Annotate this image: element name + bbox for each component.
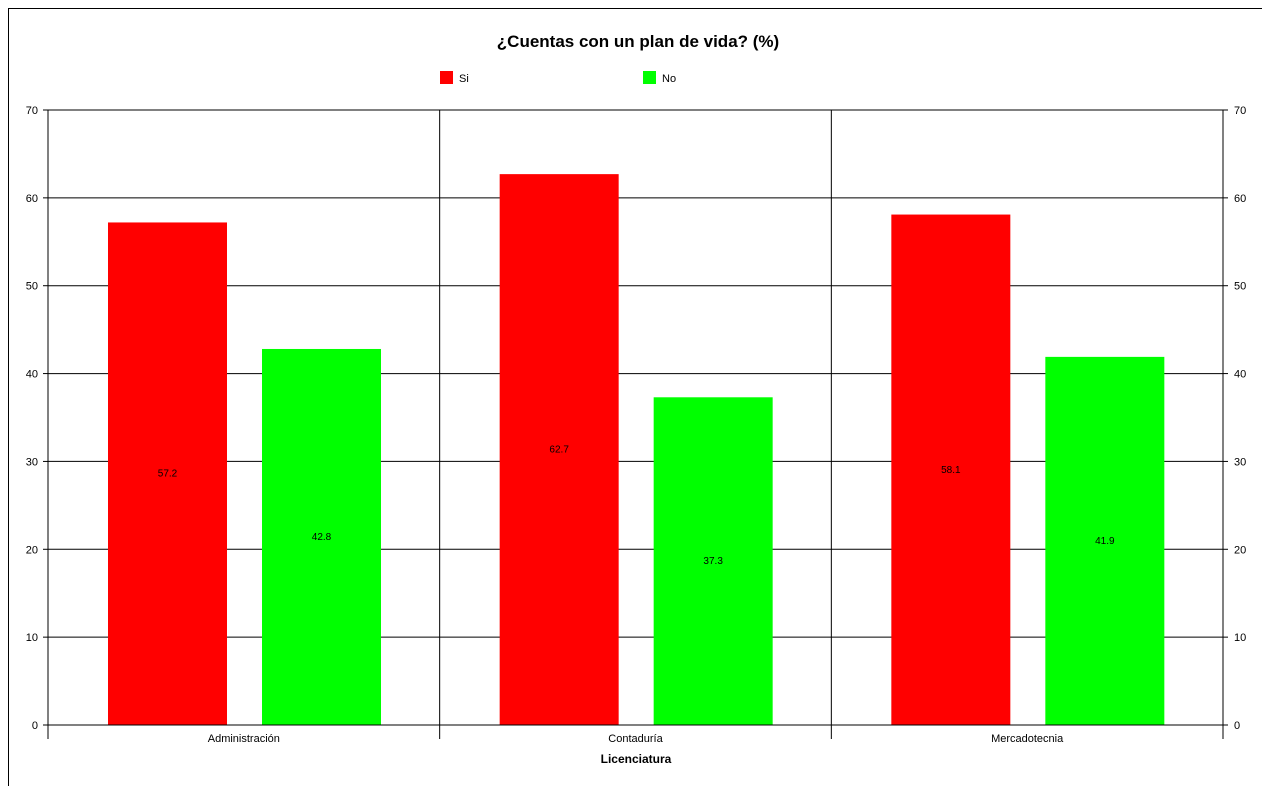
y-tick-label-left: 50: [26, 281, 38, 293]
y-tick-label-right: 70: [1234, 105, 1246, 117]
y-tick-label-right: 20: [1234, 544, 1246, 556]
y-tick-label-left: 40: [26, 369, 38, 381]
bar-si-1: [499, 174, 619, 725]
x-tick-label: Mercadotecnia: [991, 733, 1064, 745]
y-tick-label-right: 0: [1234, 720, 1240, 732]
legend-label-no: No: [662, 73, 676, 85]
y-tick-label-right: 40: [1234, 369, 1246, 381]
data-label-si-1: 62.7: [549, 445, 569, 456]
data-label-no-2: 41.9: [1095, 536, 1115, 547]
y-tick-label-left: 70: [26, 105, 38, 117]
y-tick-label-right: 60: [1234, 193, 1246, 205]
bar-si-2: [891, 214, 1011, 726]
data-label-si-2: 58.1: [941, 465, 961, 476]
legend-swatch-no: [643, 71, 656, 84]
data-label-no-1: 37.3: [703, 556, 723, 567]
y-tick-label-right: 30: [1234, 456, 1246, 468]
y-tick-label-left: 30: [26, 456, 38, 468]
y-axis-right-ticks: 0 10 20 30 40 50 60 70: [1223, 105, 1246, 732]
bar-no-1: [653, 397, 773, 725]
plot-area-border: [47, 109, 1224, 726]
legend: Si No: [440, 71, 676, 85]
x-axis-ticks: Administración Contaduría Mercadotecnia: [47, 725, 1224, 745]
chart-frame: [8, 8, 1262, 786]
y-tick-label-right: 10: [1234, 632, 1246, 644]
y-tick-label-left: 10: [26, 632, 38, 644]
data-labels: 57.2 62.7 58.1 42.8 37.3 41.9: [158, 445, 1115, 568]
y-axis-left-ticks: 0 10 20 30 40 50 60 70: [26, 105, 48, 732]
legend-swatch-si: [440, 71, 453, 84]
bar-no-0: [262, 348, 381, 725]
bars: [108, 174, 1165, 726]
data-label-no-0: 42.8: [312, 532, 332, 543]
y-tick-label-left: 20: [26, 544, 38, 556]
axes: [47, 109, 1224, 726]
x-tick-label: Contaduría: [608, 733, 663, 745]
y-tick-label-right: 50: [1234, 281, 1246, 293]
chart-title: ¿Cuentas con un plan de vida? (%): [497, 32, 779, 51]
x-tick-label: Administración: [208, 733, 280, 745]
y-tick-label-left: 60: [26, 193, 38, 205]
bar-no-2: [1045, 356, 1165, 725]
legend-label-si: Si: [459, 73, 469, 85]
data-label-si-0: 57.2: [158, 469, 178, 480]
x-axis-title: Licenciatura: [601, 752, 672, 766]
y-tick-label-left: 0: [32, 720, 38, 732]
bar-si-0: [108, 222, 227, 725]
